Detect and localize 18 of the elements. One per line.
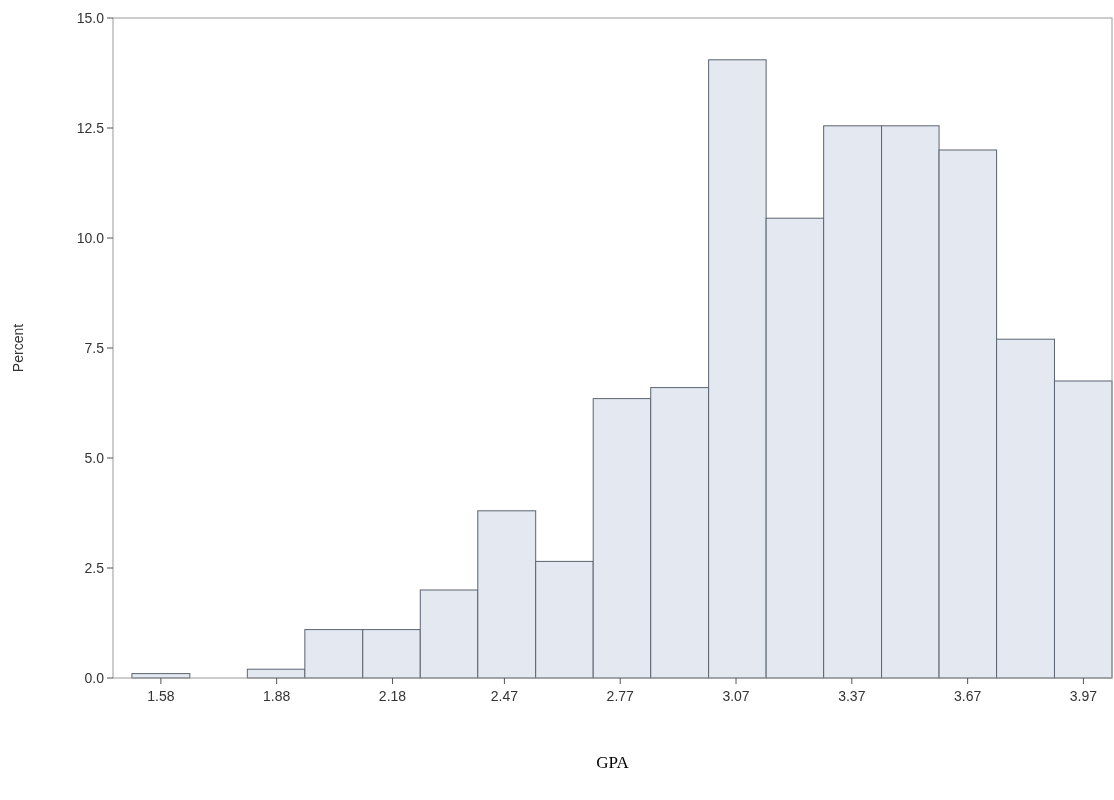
y-tick-label: 15.0: [76, 9, 105, 26]
y-tick-label: 10.0: [76, 229, 105, 246]
x-tick-label: 2.77: [606, 688, 635, 704]
y-tick-label: 7.5: [84, 339, 105, 356]
x-tick-label: 3.97: [1069, 688, 1098, 704]
x-axis-title: GPA: [596, 753, 630, 772]
x-tick-label: 2.18: [378, 688, 407, 704]
y-tick-label: 5.0: [84, 449, 105, 466]
y-tick-label: 12.5: [76, 119, 105, 136]
x-tick-label: 1.58: [147, 688, 175, 704]
x-tick-label: 3.07: [722, 688, 750, 704]
x-tick-label: 1.88: [263, 688, 291, 704]
x-tick-label: 3.37: [838, 688, 866, 704]
y-tick-label: 0.0: [84, 669, 105, 686]
x-tick-label: 3.67: [954, 688, 982, 704]
y-tick-label: 2.5: [84, 559, 105, 576]
y-axis-title: Percent: [10, 323, 26, 373]
x-tick-label: 2.47: [490, 688, 519, 704]
